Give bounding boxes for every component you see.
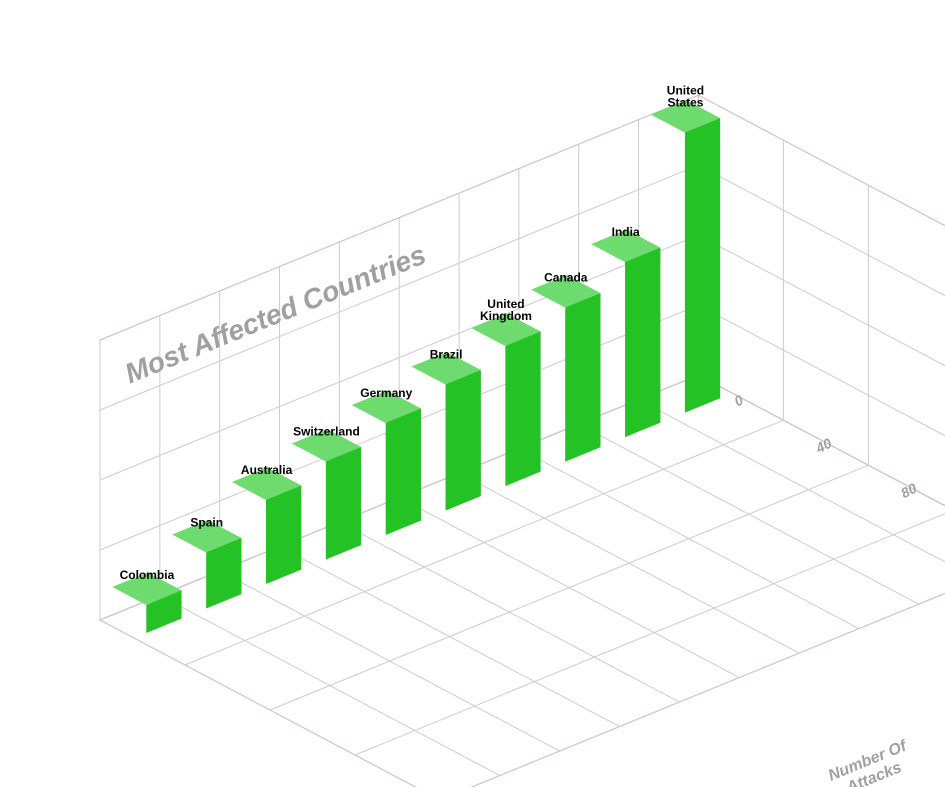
axis-ticks: 04080120160 [731, 391, 945, 593]
bar-label: Germany [360, 386, 412, 400]
bar [232, 468, 301, 584]
chart-title: Most Affected Countries [120, 239, 430, 390]
bar [651, 100, 720, 412]
bar-label: Canada [544, 270, 588, 284]
bar [172, 520, 241, 608]
bar-label: Spain [190, 515, 223, 529]
axis-tick-label: 0 [731, 391, 746, 409]
bar-label: UnitedKingdom [480, 297, 532, 323]
bar-label: India [612, 225, 640, 239]
affected-countries-chart: 04080120160ColombiaSpainAustraliaSwitzer… [0, 0, 945, 787]
bar [412, 352, 481, 510]
bar-label: Colombia [120, 568, 175, 582]
bar-label: Australia [241, 463, 293, 477]
axis-label: Number OfAttacks [826, 737, 917, 787]
axis-tick-label: 40 [812, 435, 834, 457]
bar-label: Switzerland [293, 424, 360, 438]
bar-label: Brazil [430, 347, 463, 361]
bar [352, 391, 421, 535]
bar-label: UnitedStates [667, 83, 704, 109]
bar [591, 230, 660, 437]
bar [531, 275, 600, 461]
bar [471, 314, 540, 486]
bar [292, 429, 361, 559]
